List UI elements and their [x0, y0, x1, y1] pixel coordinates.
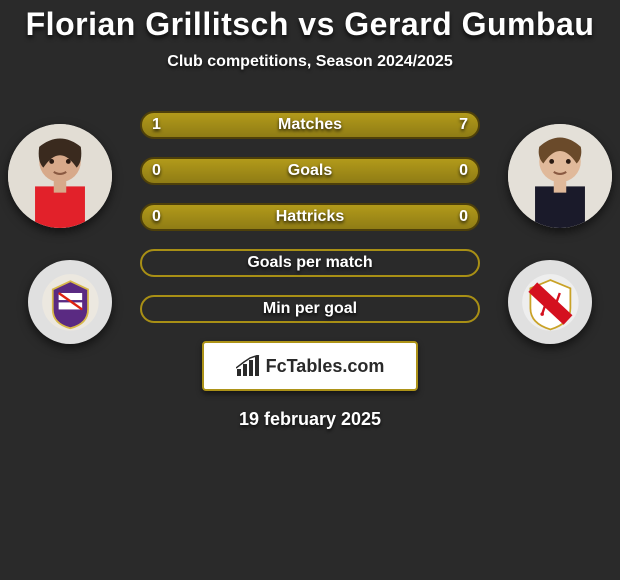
brand-badge: FcTables.com [202, 341, 418, 391]
player2-club-badge [508, 260, 592, 344]
stat-goals-p2: 0 [459, 162, 468, 180]
player1-club-badge [28, 260, 112, 344]
stat-mpg-label: Min per goal [263, 300, 357, 318]
stat-row-gpm: Goals per match [140, 249, 480, 277]
subtitle: Club competitions, Season 2024/2025 [0, 53, 620, 71]
stat-hattricks-label: Hattricks [276, 208, 344, 226]
stat-hattricks-p1: 0 [152, 208, 161, 226]
stat-matches-label: Matches [278, 116, 342, 134]
stat-gpm-label: Goals per match [247, 254, 372, 272]
stat-goals-label: Goals [288, 162, 332, 180]
player2-avatar [508, 124, 612, 228]
stats-table: 1 Matches 7 0 Goals 0 0 Hattricks 0 Goal… [140, 111, 480, 323]
page-title: Florian Grillitsch vs Gerard Gumbau [0, 6, 620, 43]
stat-row-matches: 1 Matches 7 [140, 111, 480, 139]
footer-date: 19 february 2025 [0, 409, 620, 430]
stat-row-goals: 0 Goals 0 [140, 157, 480, 185]
stat-row-hattricks: 0 Hattricks 0 [140, 203, 480, 231]
vs-separator: vs [298, 6, 344, 42]
bar-chart-icon [236, 355, 260, 377]
player2-name: Gerard Gumbau [344, 6, 594, 42]
stat-goals-p1: 0 [152, 162, 161, 180]
player1-name: Florian Grillitsch [26, 6, 289, 42]
player1-avatar [8, 124, 112, 228]
stat-row-mpg: Min per goal [140, 295, 480, 323]
stat-matches-p2: 7 [459, 116, 468, 134]
stat-hattricks-p2: 0 [459, 208, 468, 226]
stat-matches-p1: 1 [152, 116, 161, 134]
brand-text: FcTables.com [266, 356, 385, 377]
